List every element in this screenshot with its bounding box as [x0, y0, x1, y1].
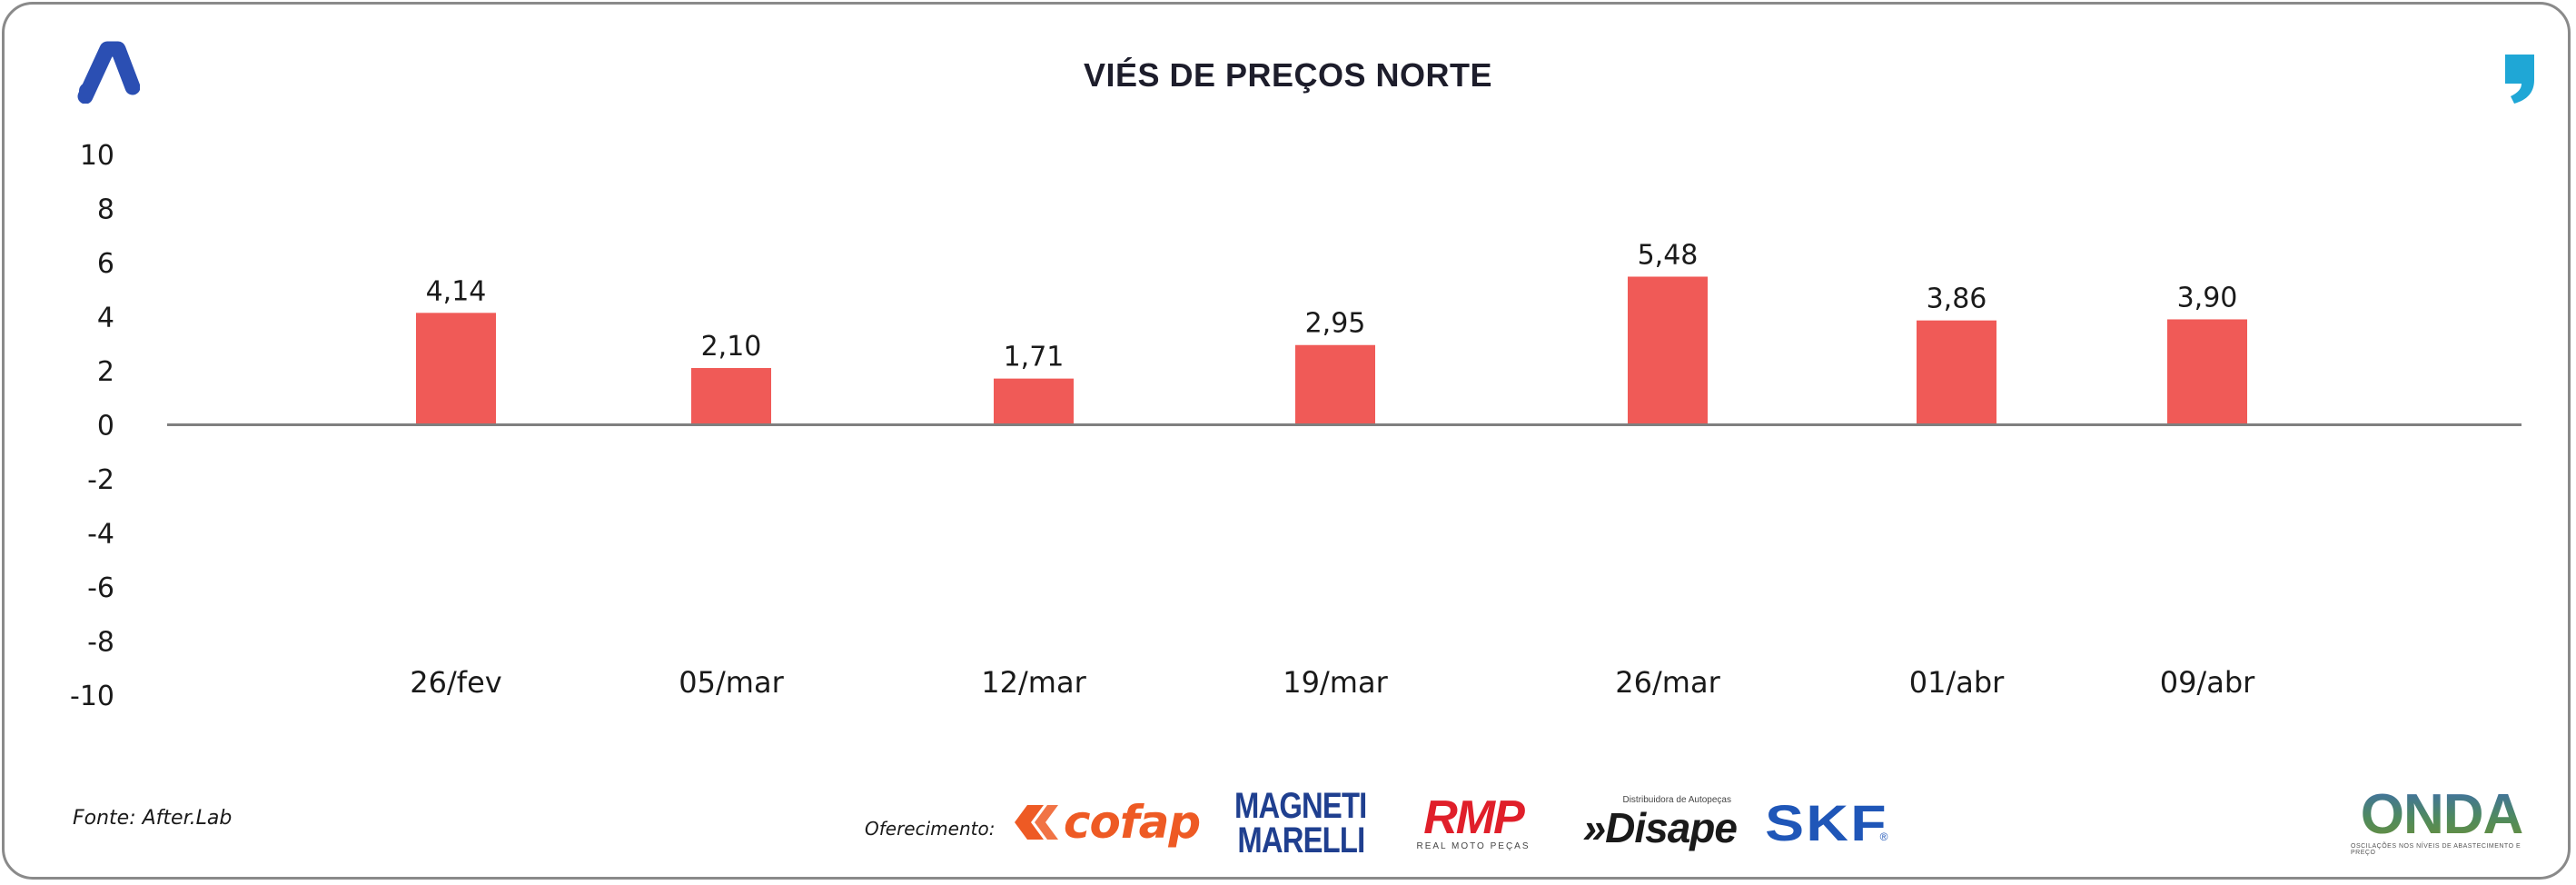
magneti-line-2: MARELLI	[1236, 820, 1365, 860]
quote-mark-icon	[2505, 55, 2534, 104]
y-tick-label: 4	[97, 303, 114, 334]
data-label: 2,10	[701, 331, 762, 363]
x-tick-label: 26/fev	[410, 665, 501, 700]
data-label: 3,86	[1927, 283, 1987, 315]
y-tick-label: 10	[80, 140, 114, 172]
cofap-logo: cofap	[1001, 791, 1210, 854]
skf-registered-mark: ®	[1879, 830, 1888, 843]
x-tick-label: 01/abr	[1909, 665, 2005, 700]
x-tick-label: 19/mar	[1283, 665, 1388, 700]
bar	[994, 378, 1074, 425]
disape-wordmark: »Disape	[1582, 803, 1738, 851]
y-tick-label: 8	[97, 194, 114, 226]
onda-logo: ONDA OSCILAÇÕES NOS NÍVEIS DE ABASTECIME…	[2351, 787, 2532, 860]
data-label: 1,71	[1004, 342, 1065, 373]
x-tick-label: 05/mar	[679, 665, 784, 700]
magneti-marelli-logo: MAGNETI MARELLI	[1228, 785, 1373, 861]
data-label: 2,95	[1305, 308, 1366, 340]
x-tick-label: 26/mar	[1615, 665, 1720, 700]
magneti-line-1: MAGNETI	[1234, 786, 1367, 826]
bar	[691, 368, 771, 425]
onda-tagline: OSCILAÇÕES NOS NÍVEIS DE ABASTECIMENTO E…	[2351, 843, 2522, 856]
bar	[1295, 344, 1375, 425]
onda-wordmark: ONDA	[2360, 783, 2524, 846]
offered-by-label: Oferecimento:	[865, 818, 996, 840]
disape-tagline: Distribuidora de Autopeças	[1622, 794, 1731, 805]
cofap-wordmark: cofap	[1063, 796, 1201, 849]
x-tick-label: 12/mar	[981, 665, 1086, 700]
skf-wordmark: SKF	[1764, 793, 1888, 851]
y-tick-label: -10	[70, 681, 114, 712]
bar	[1917, 320, 1996, 425]
rmp-subtitle: REAL MOTO PEÇAS	[1416, 840, 1531, 851]
disape-logo: Distribuidora de Autopeças »Disape	[1559, 789, 1738, 856]
source-note: Fonte: After.Lab	[73, 807, 233, 830]
data-label: 3,90	[2177, 282, 2238, 313]
bar	[1628, 276, 1708, 425]
y-tick-label: -6	[87, 572, 114, 604]
bar	[416, 313, 496, 425]
brand-a-logo-icon	[77, 41, 140, 104]
y-tick-label: 2	[97, 356, 114, 388]
y-tick-label: -4	[87, 519, 114, 551]
data-label: 5,48	[1638, 239, 1699, 271]
bar	[2167, 319, 2247, 425]
rmp-wordmark: RMP	[1423, 791, 1525, 844]
y-tick-label: 6	[97, 248, 114, 280]
y-tick-label: -2	[87, 464, 114, 496]
rmp-logo: RMP REAL MOTO PEÇAS	[1401, 791, 1546, 854]
y-tick-label: -8	[87, 627, 114, 659]
data-label: 4,14	[426, 275, 487, 307]
x-tick-label: 09/abr	[2160, 665, 2255, 700]
chart-title: VIÉS DE PREÇOS NORTE	[1083, 56, 1493, 94]
cofap-logo-icon	[1014, 805, 1058, 840]
skf-logo: SKF ®	[1762, 792, 1898, 852]
y-tick-label: 0	[97, 411, 114, 442]
